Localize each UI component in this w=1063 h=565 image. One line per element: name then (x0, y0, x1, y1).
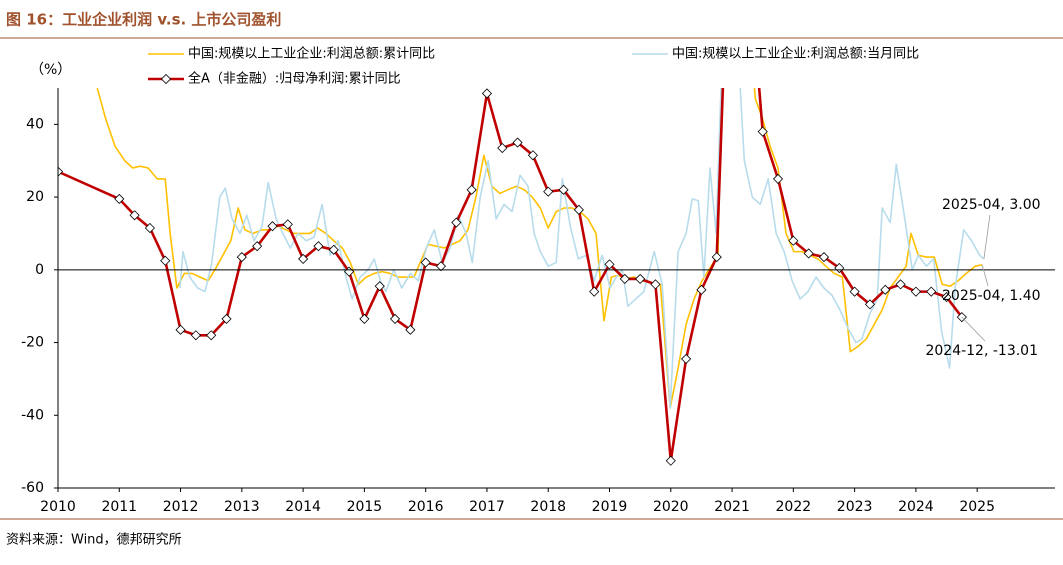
y-tick-label: 0 (35, 262, 44, 278)
x-tick-label: 2025 (959, 499, 995, 515)
point-marker (129, 210, 140, 221)
chart-title: 图 16：工业企业利润 v.s. 上市公司盈利 (6, 11, 281, 29)
point-marker (589, 286, 600, 297)
point-marker (864, 299, 876, 310)
point-marker (941, 292, 952, 303)
x-tick-label: 2012 (163, 499, 199, 515)
x-tick-label: 2016 (408, 499, 444, 515)
x-tick-label: 2015 (347, 499, 383, 515)
point-marker (206, 330, 217, 341)
point-marker (665, 455, 676, 466)
x-tick-label: 2021 (714, 499, 750, 515)
point-marker (175, 324, 186, 335)
point-marker (512, 137, 523, 148)
y-tick-label: -40 (21, 407, 44, 423)
point-marker (359, 313, 370, 324)
y-unit: （%） (30, 62, 71, 78)
point-marker (58, 166, 64, 177)
x-tick-label: 2013 (224, 499, 260, 515)
point-marker (221, 313, 232, 324)
point-marker (910, 286, 921, 297)
point-marker (389, 313, 401, 324)
point-marker (880, 284, 891, 295)
point-marker (635, 273, 646, 284)
annotation-leader (981, 264, 989, 287)
x-tick-label: 2019 (592, 499, 628, 515)
y-tick-label: -20 (21, 335, 44, 351)
point-marker (711, 252, 722, 263)
point-marker (144, 222, 155, 234)
point-marker (818, 252, 830, 263)
point-marker (619, 273, 630, 284)
x-tick-label: 2010 (40, 499, 76, 515)
legend-marker (160, 73, 172, 85)
annotation: 2025-04, 3.00 (942, 197, 1041, 213)
point-marker (573, 204, 584, 215)
point-marker (527, 150, 538, 161)
annotation: 2024-12, -13.01 (925, 343, 1038, 359)
point-marker (650, 279, 661, 290)
x-tick-label: 2011 (101, 499, 137, 515)
point-marker (190, 330, 201, 341)
series-line (58, 88, 963, 463)
point-marker (236, 252, 247, 263)
point-marker (466, 184, 477, 195)
legend-label: 中国:规模以上工业企业:利润总额:累计同比 (188, 46, 435, 62)
x-tick-label: 2022 (776, 499, 812, 515)
point-marker (374, 281, 385, 292)
series-line (179, 88, 985, 409)
point-marker (543, 186, 554, 197)
plot-area (58, 88, 985, 466)
point-marker (849, 286, 860, 297)
y-tick-label: -60 (21, 480, 44, 496)
point-marker (160, 255, 171, 266)
source: 资料来源：Wind，德邦研究所 (6, 533, 182, 548)
x-tick-label: 2020 (653, 499, 689, 515)
point-marker (328, 244, 339, 255)
annotation-leader (961, 316, 986, 342)
point-marker (435, 261, 447, 272)
point-marker (895, 279, 906, 290)
x-tick-label: 2024 (898, 499, 934, 515)
point-marker (696, 284, 707, 295)
x-tick-label: 2017 (469, 499, 505, 515)
point-marker (114, 193, 125, 204)
annotation: 2025-04, 1.40 (942, 288, 1041, 304)
point-marker (267, 221, 278, 232)
point-marker (298, 253, 309, 264)
point-marker (405, 324, 416, 335)
point-marker (252, 241, 263, 252)
point-marker (420, 257, 431, 268)
y-tick-label: 20 (26, 189, 44, 205)
x-tick-label: 2023 (837, 499, 873, 515)
point-marker (313, 241, 324, 252)
point-marker (926, 286, 937, 297)
y-tick-label: 40 (26, 116, 44, 132)
x-tick-label: 2018 (530, 499, 566, 515)
point-marker (451, 217, 462, 228)
legend-label: 中国:规模以上工业企业:利润总额:当月同比 (672, 46, 919, 62)
point-marker (803, 248, 814, 259)
point-marker (788, 235, 799, 246)
annotation-leader (983, 214, 991, 259)
point-marker (497, 142, 508, 154)
series-line (96, 88, 983, 409)
point-marker (757, 126, 768, 137)
x-tick-label: 2014 (285, 499, 321, 515)
point-marker (481, 88, 493, 99)
point-marker (681, 353, 692, 364)
point-marker (604, 259, 615, 270)
point-marker (282, 219, 293, 230)
point-marker (558, 184, 569, 195)
point-marker (772, 173, 784, 184)
legend-label: 全A（非金融）:归母净利润:累计同比 (188, 71, 401, 87)
